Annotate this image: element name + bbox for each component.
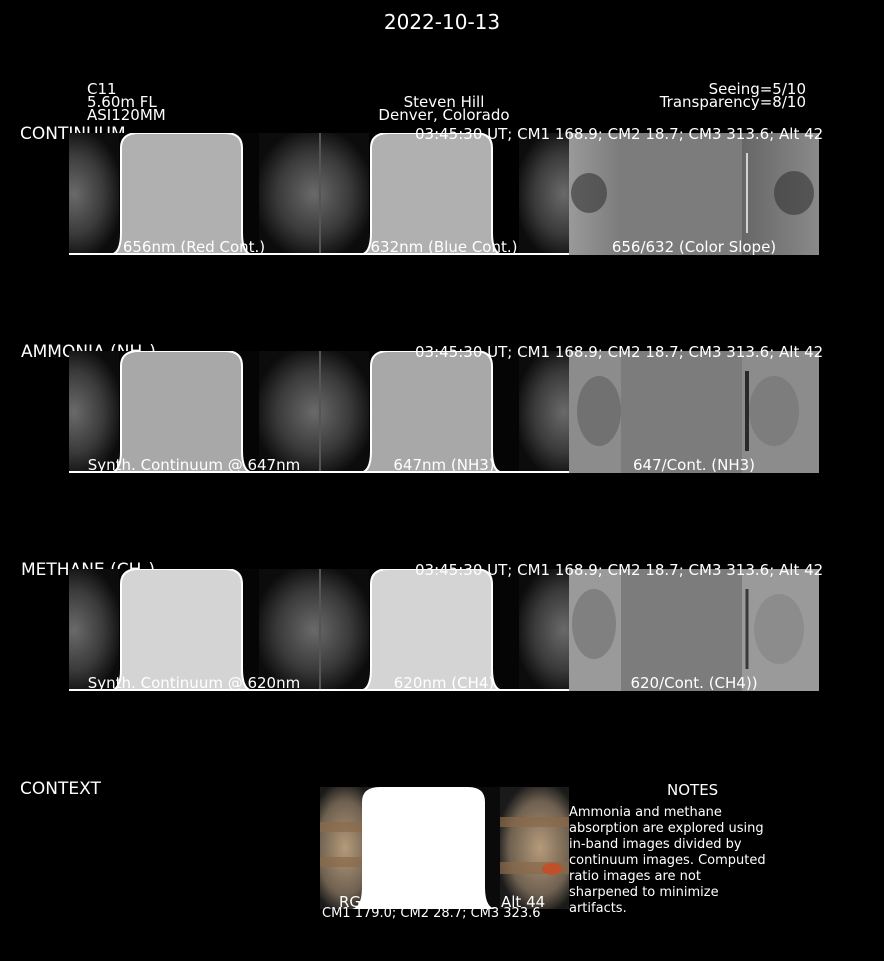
timestamp-ammonia: 03:45:30 UT; CM1 168.9; CM2 18.7; CM3 31… [415,343,824,361]
row-label-context: CONTEXT [20,779,101,799]
caption-synth-620: Synth. Continuum @ 620nm [87,674,301,692]
methane-filter-panels [69,569,569,691]
notes-body: Ammonia and methane absorption are explo… [569,805,766,916]
continuum-filter-panels [69,133,569,255]
disk-647nm [358,351,505,473]
timestamp-continuum: 03:45:30 UT; CM1 168.9; CM2 18.7; CM3 31… [415,125,824,143]
location-label: Denver, Colorado [378,106,510,124]
camera-label: ASI120MM [87,106,166,124]
disk-synth-647 [108,351,255,473]
timestamp-methane: 03:45:30 UT; CM1 168.9; CM2 18.7; CM3 31… [415,561,824,579]
continuum-ratio-panel [569,133,819,255]
methane-ratio-panel [569,569,819,691]
telescope-label: C11 [87,80,117,98]
caption-647nm: 647nm (NH3) [393,456,495,474]
caption-synth-647: Synth. Continuum @ 647nm [87,456,301,474]
caption-620nm: 620nm (CH4) [393,674,495,692]
transparency-label: Transparency=8/10 [659,93,806,111]
page-title: 2022-10-13 [383,10,501,34]
ammonia-filter-panels [69,351,569,473]
notes-heading: NOTES [667,781,719,799]
disk-656nm [108,133,255,255]
context-rgb-caption: RGB [339,893,372,911]
caption-color-slope: 656/632 (Color Slope) [611,238,777,256]
caption-656nm: 656nm (Red Cont.) [122,238,266,256]
rgb-disk [350,787,497,909]
disk-synth-620 [108,569,255,691]
caption-632nm: 632nm (Blue Cont.) [370,238,518,256]
context-rgb-panel [320,787,569,909]
focal-length-label: 5.60m FL [87,93,157,111]
seeing-label: Seeing=5/10 [708,80,806,98]
ammonia-ratio-panel [569,351,819,473]
disk-620nm [358,569,505,691]
context-alt-caption: Alt 44 [501,893,546,911]
caption-620-ratio: 620/Cont. (CH4)) [630,674,758,692]
context-cm-caption: CM1 179.0; CM2 28.7; CM3 323.6 [322,906,541,921]
disk-632nm [358,133,505,255]
observer-label: Steven Hill [403,93,485,111]
caption-647-ratio: 647/Cont. (NH3) [632,456,755,474]
